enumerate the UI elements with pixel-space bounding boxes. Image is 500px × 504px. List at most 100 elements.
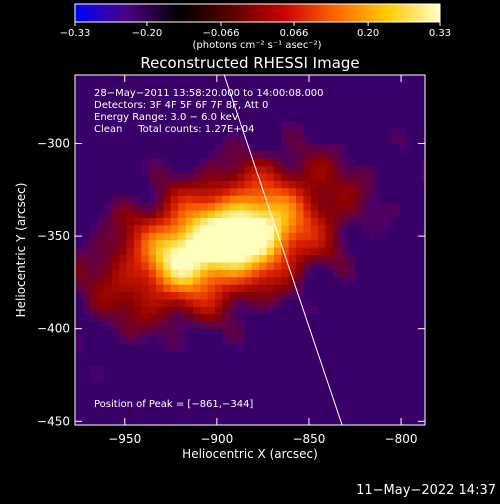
heatmap-cell <box>156 276 164 285</box>
heatmap-cell <box>237 210 245 218</box>
heatmap-cell <box>391 136 400 144</box>
heatmap-cell <box>273 284 282 293</box>
heatmap-cell <box>369 210 378 218</box>
heatmap-cell <box>170 225 179 233</box>
heatmap-cell <box>207 239 216 248</box>
heatmap-cell <box>229 269 238 278</box>
heatmap-cell <box>229 276 238 285</box>
heatmap-cell <box>185 210 194 218</box>
heatmap-cell <box>133 269 142 278</box>
heatmap-cell <box>163 262 172 270</box>
heatmap-cell <box>237 284 245 293</box>
heatmap-cell <box>89 284 98 293</box>
heatmap-cell <box>97 313 105 322</box>
heatmap-cell <box>340 180 349 189</box>
heatmap-cell <box>148 217 157 226</box>
heatmap-cell <box>237 262 245 270</box>
heatmap-cell <box>200 269 209 278</box>
heatmap-cell <box>200 225 209 233</box>
heatmap-cell <box>215 173 223 181</box>
heatmap-cell <box>133 291 142 300</box>
heatmap-cell <box>281 247 290 256</box>
heatmap-cell <box>119 299 127 307</box>
heatmap-cell <box>273 254 282 263</box>
heatmap-cell <box>362 187 371 196</box>
heatmap-cell <box>163 336 172 344</box>
heatmap-cell <box>141 239 150 248</box>
heatmap-cell <box>141 269 150 278</box>
heatmap-cell <box>325 143 334 152</box>
heatmap-cell <box>332 269 341 278</box>
heatmap-cell <box>399 128 407 137</box>
heatmap-cell <box>303 202 312 211</box>
heatmap-cell <box>119 313 127 322</box>
heatmap-cell <box>119 336 127 344</box>
heatmap-cell <box>126 291 135 300</box>
heatmap-cell <box>170 210 179 218</box>
heatmap-cell <box>185 173 194 181</box>
heatmap-cell <box>273 165 282 174</box>
heatmap-cell <box>141 262 150 270</box>
heatmap-cell <box>207 180 216 189</box>
heatmap-cell <box>200 239 209 248</box>
heatmap-cell <box>111 247 120 256</box>
heatmap-cell <box>215 321 223 330</box>
heatmap-cell <box>259 247 267 256</box>
heatmap-cell <box>104 269 113 278</box>
heatmap-cell <box>340 158 349 167</box>
heatmap-cell <box>75 262 83 270</box>
heatmap-cell <box>156 247 164 256</box>
heatmap-cell <box>310 217 319 226</box>
heatmap-cell <box>303 187 312 196</box>
heatmap-cell <box>156 202 164 211</box>
heatmap-cell <box>111 328 120 337</box>
heatmap-cell <box>163 225 172 233</box>
heatmap-cell <box>185 284 194 293</box>
heatmap-cell <box>215 262 223 270</box>
heatmap-cell <box>215 225 223 233</box>
heatmap-cell <box>266 187 275 196</box>
heatmap-cell <box>207 291 216 300</box>
heatmap-cell <box>215 269 223 278</box>
heatmap-cell <box>192 165 201 174</box>
heatmap-cell <box>303 195 312 204</box>
heatmap-cell <box>163 254 172 263</box>
heatmap-cell <box>111 269 120 278</box>
heatmap-cell <box>141 291 150 300</box>
heatmap-cell <box>273 247 282 256</box>
heatmap-cell <box>148 165 157 174</box>
heatmap-cell <box>355 202 363 211</box>
heatmap-cell <box>281 121 290 130</box>
heatmap-cell <box>215 313 223 322</box>
heatmap-cell <box>222 210 231 218</box>
heatmap-cell <box>89 232 98 241</box>
heatmap-cell <box>355 210 363 218</box>
heatmap-cell <box>259 262 267 270</box>
heatmap-cell <box>156 284 164 293</box>
heatmap-cell <box>148 239 157 248</box>
heatmap-cell <box>89 276 98 285</box>
heatmap-cell <box>126 299 135 307</box>
heatmap-cell <box>133 276 142 285</box>
heatmap-cell <box>259 158 267 167</box>
heatmap-cell <box>178 187 186 196</box>
heatmap-cell <box>97 217 105 226</box>
heatmap-cell <box>215 210 223 218</box>
heatmap-cell <box>347 262 356 270</box>
heatmap-cell <box>97 276 105 285</box>
heatmap-cell <box>288 187 297 196</box>
y-tick-label: −350 <box>37 229 70 243</box>
heatmap-cell <box>170 291 179 300</box>
heatmap-cell <box>266 306 275 315</box>
heatmap-cell <box>156 254 164 263</box>
heatmap-cell <box>192 187 201 196</box>
heatmap-cell <box>244 299 253 307</box>
heatmap-cell <box>163 291 172 300</box>
heatmap-cell <box>215 217 223 226</box>
heatmap-cell <box>126 247 135 256</box>
colorbar: −0.33 −0.20 −0.066 0.066 0.20 0.33 (photons c… <box>60 3 451 51</box>
heatmap-cell <box>273 217 282 226</box>
annotation-peak-position: Position of Peak = [−861,−344] <box>94 399 253 410</box>
heatmap-cell <box>421 173 425 181</box>
heatmap-cell <box>97 232 105 241</box>
